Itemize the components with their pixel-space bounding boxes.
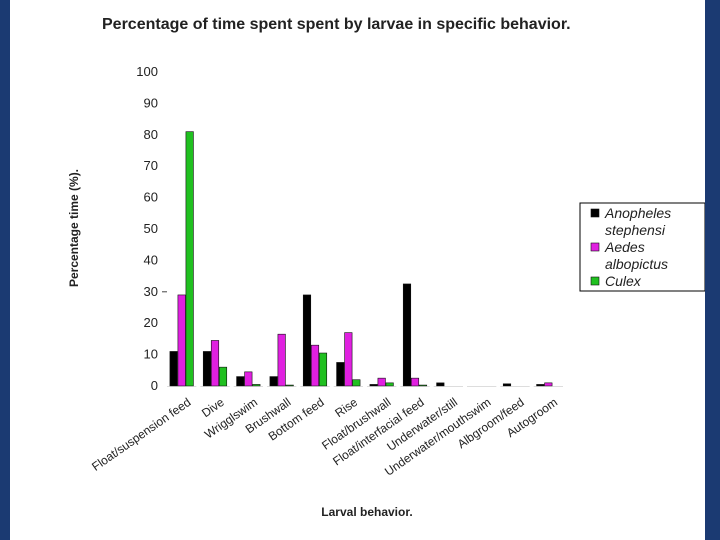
y-axis-label: Percentage time (%). (67, 169, 81, 287)
y-tick-label: 60 (144, 190, 158, 205)
legend-label: albopictus (605, 256, 668, 272)
bar-aedes (410, 377, 420, 387)
y-tick-label: 50 (144, 221, 158, 236)
bar-culex (252, 384, 261, 387)
bar-culex (352, 379, 361, 387)
bar-aedes (210, 340, 220, 387)
bar-aedes (310, 344, 320, 387)
bar-anopheles (336, 362, 345, 387)
bar-anopheles (202, 351, 212, 387)
bar-anopheles (236, 376, 245, 387)
y-tick-label: 70 (144, 158, 158, 173)
legend-label: Anopheles (604, 205, 671, 221)
chart-bars (167, 131, 563, 387)
x-axis-label: Larval behavior. (321, 505, 412, 519)
bar-aedes (244, 371, 253, 387)
bar-culex (218, 366, 228, 387)
bar-anopheles (536, 384, 545, 387)
bar-anopheles (269, 376, 278, 387)
bar-culex (318, 352, 328, 387)
y-tick-label: 90 (144, 95, 158, 110)
chart-title: Percentage of time spent spent by larvae… (102, 16, 571, 33)
bar-aedes (177, 294, 186, 387)
legend-label: Culex (605, 273, 642, 289)
y-tick-label: 30 (144, 284, 158, 299)
bar-culex (418, 384, 428, 387)
bar-anopheles (436, 382, 445, 387)
bar-anopheles (502, 383, 512, 387)
chart-axes: 0 10 20 30 40 50 60 70 80 90 100 (136, 64, 167, 393)
bar-culex (285, 384, 294, 387)
bar-aedes (277, 333, 286, 387)
category-labels: Float/suspension feed DiveWrigglswimBrush… (89, 395, 560, 479)
y-tick-label: 100 (136, 64, 158, 79)
y-tick-label: 40 (144, 252, 158, 267)
legend-swatch (590, 208, 600, 218)
slide-frame: Percentage of time spent spent by larvae… (10, 0, 705, 540)
bar-culex (385, 382, 394, 387)
bar-chart: Percentage of time spent spent by larvae… (67, 16, 705, 519)
bar-aedes (344, 332, 353, 387)
legend-swatch (590, 276, 600, 286)
legend-label: Aedes (604, 239, 645, 255)
y-tick-label: 0 (151, 378, 158, 393)
legend-box (579, 202, 705, 292)
bar-anopheles (402, 283, 412, 387)
category-label: Float/suspension feed (89, 395, 193, 474)
bar-anopheles (302, 294, 312, 387)
y-tick-label: 10 (144, 347, 158, 362)
bar-anopheles (169, 351, 178, 387)
bar-aedes (377, 377, 386, 387)
y-tick-label: 80 (144, 127, 158, 142)
legend-label: stephensi (605, 222, 666, 238)
bar-aedes (544, 382, 553, 387)
bar-culex (185, 131, 194, 387)
bar-anopheles (369, 384, 378, 387)
legend-swatch (590, 242, 600, 252)
y-tick-label: 20 (144, 315, 158, 330)
